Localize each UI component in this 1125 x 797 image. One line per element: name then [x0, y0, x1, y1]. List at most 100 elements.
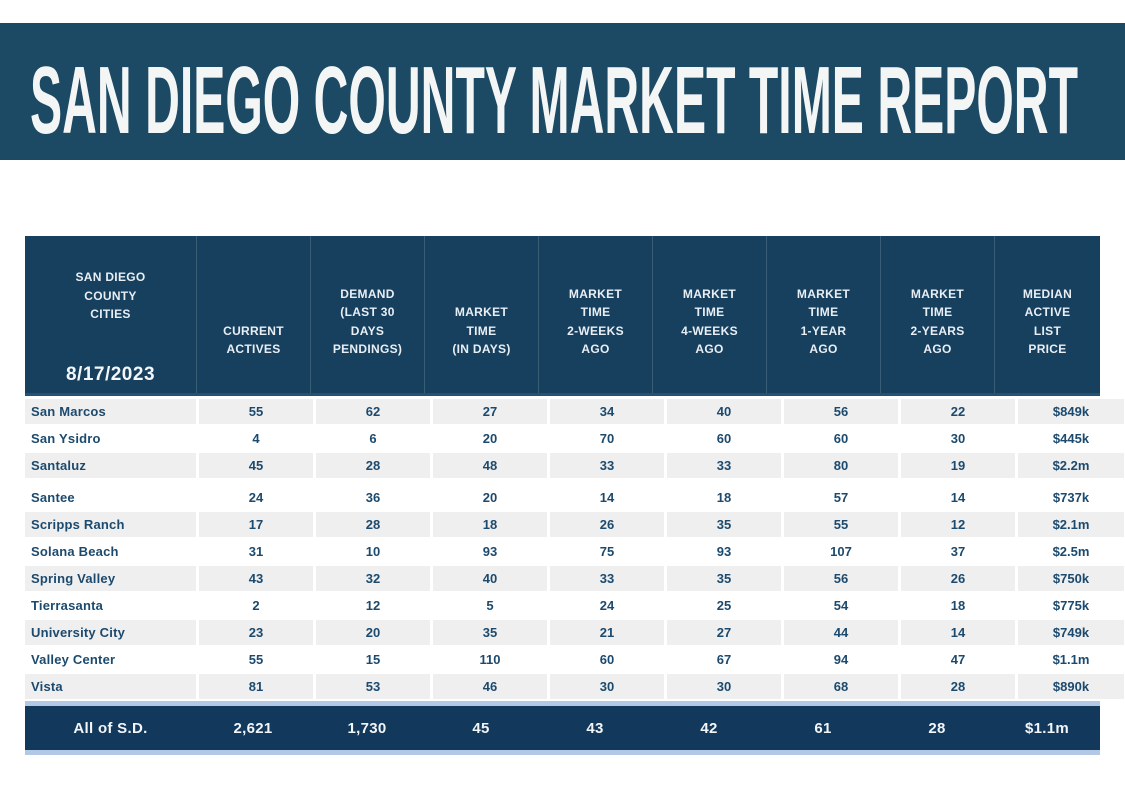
header-current-actives: CURRENT ACTIVES — [196, 236, 310, 393]
cities-header-label: SAN DIEGO COUNTY CITIES — [75, 270, 146, 322]
value-cell: 25 — [667, 593, 781, 618]
table-row: Santee 24 36 20 14 18 57 14 $737k — [25, 485, 1124, 510]
table-row: Tierrasanta 2 12 5 24 25 54 18 $775k — [25, 593, 1124, 618]
banner-title-graphic: SAN DIEGO COUNTY MARKET TIME REPORT — [30, 47, 1078, 154]
value-cell: 53 — [316, 674, 430, 699]
accent-strip-bottom — [25, 750, 1100, 755]
totals-label: All of S.D. — [73, 719, 148, 737]
header-demand: DEMAND (LAST 30 DAYS PENDINGS) — [310, 236, 424, 393]
value-cell: 26 — [550, 512, 664, 537]
price-cell: $890k — [1018, 674, 1124, 699]
value-cell: 80 — [784, 453, 898, 478]
value-cell: 28 — [901, 674, 1015, 699]
city-cell: Solana Beach — [25, 539, 196, 564]
value-cell: 33 — [667, 453, 781, 478]
value-cell: 2 — [199, 593, 313, 618]
value-cell: 110 — [433, 647, 547, 672]
value-cell: 21 — [550, 620, 664, 645]
table-row: Spring Valley 43 32 40 33 35 56 26 $750k — [25, 566, 1124, 591]
header-market-time-2-years: MARKET TIME 2-YEARS AGO — [880, 236, 994, 393]
total-value-cell: 45 — [472, 719, 490, 737]
value-cell: 10 — [316, 539, 430, 564]
value-cell: 18 — [667, 485, 781, 510]
value-cell: 40 — [667, 399, 781, 424]
value-cell: 27 — [667, 620, 781, 645]
value-cell: 107 — [784, 539, 898, 564]
header-market-time: MARKET TIME (IN DAYS) — [424, 236, 538, 393]
value-cell: 36 — [316, 485, 430, 510]
header-market-time-2-weeks: MARKET TIME 2-WEEKS AGO — [538, 236, 652, 393]
price-cell: $737k — [1018, 485, 1124, 510]
table-totals-row: All of S.D. 2,621 1,730 45 43 42 61 28 $… — [25, 706, 1100, 750]
value-cell: 23 — [199, 620, 313, 645]
value-cell: 33 — [550, 566, 664, 591]
table-row: Solana Beach 31 10 93 75 93 107 37 $2.5m — [25, 539, 1124, 564]
value-cell: 62 — [316, 399, 430, 424]
value-cell: 33 — [550, 453, 664, 478]
price-cell: $849k — [1018, 399, 1124, 424]
header-market-time-4-weeks: MARKET TIME 4-WEEKS AGO — [652, 236, 766, 393]
value-cell: 45 — [199, 453, 313, 478]
table-row: University City 23 20 35 21 27 44 14 $74… — [25, 620, 1124, 645]
value-cell: 14 — [901, 620, 1015, 645]
value-cell: 57 — [784, 485, 898, 510]
city-cell: University City — [25, 620, 196, 645]
value-cell: 55 — [784, 512, 898, 537]
value-cell: 20 — [433, 485, 547, 510]
table-row: San Ysidro 4 6 20 70 60 60 30 $445k — [25, 426, 1124, 451]
total-value-cell: 1,730 — [347, 719, 387, 737]
value-cell: 70 — [550, 426, 664, 451]
value-cell: 24 — [550, 593, 664, 618]
value-cell: 30 — [667, 674, 781, 699]
value-cell: 43 — [199, 566, 313, 591]
column-header-label: CURRENT ACTIVES — [223, 323, 284, 357]
city-cell: San Marcos — [25, 399, 196, 424]
table-row: Santaluz 45 28 48 33 33 80 19 $2.2m — [25, 453, 1124, 478]
value-cell: 19 — [901, 453, 1015, 478]
value-cell: 12 — [901, 512, 1015, 537]
value-cell: 46 — [433, 674, 547, 699]
column-header-label: MARKET TIME 2-WEEKS AGO — [567, 286, 624, 357]
city-cell: Tierrasanta — [25, 593, 196, 618]
value-cell: 30 — [901, 426, 1015, 451]
header-market-time-1-year: MARKET TIME 1-YEAR AGO — [766, 236, 880, 393]
value-cell: 28 — [316, 512, 430, 537]
price-cell: $2.2m — [1018, 453, 1124, 478]
value-cell: 31 — [199, 539, 313, 564]
value-cell: 30 — [550, 674, 664, 699]
report-date: 8/17/2023 — [65, 363, 156, 385]
page-title: SAN DIEGO COUNTY MARKET TIME REPORT — [30, 47, 1078, 154]
header-cities-cell: SAN DIEGO COUNTY CITIES 8/17/2023 — [25, 236, 196, 393]
value-cell: 94 — [784, 647, 898, 672]
value-cell: 24 — [199, 485, 313, 510]
value-cell: 68 — [784, 674, 898, 699]
value-cell: 93 — [667, 539, 781, 564]
column-header-label: MARKET TIME 1-YEAR AGO — [796, 286, 851, 357]
value-cell: 48 — [433, 453, 547, 478]
value-cell: 34 — [550, 399, 664, 424]
value-cell: 18 — [433, 512, 547, 537]
table-row: Vista 81 53 46 30 30 68 28 $890k — [25, 674, 1124, 699]
accent-strip-top — [25, 701, 1100, 706]
column-header-label: MARKET TIME 4-WEEKS AGO — [681, 286, 738, 357]
city-cell: Scripps Ranch — [25, 512, 196, 537]
value-cell: 14 — [550, 485, 664, 510]
value-cell: 5 — [433, 593, 547, 618]
price-cell: $2.5m — [1018, 539, 1124, 564]
value-cell: 40 — [433, 566, 547, 591]
value-cell: 18 — [901, 593, 1015, 618]
city-cell: Vista — [25, 674, 196, 699]
value-cell: 56 — [784, 566, 898, 591]
value-cell: 35 — [667, 566, 781, 591]
value-cell: 20 — [433, 426, 547, 451]
value-cell: 56 — [784, 399, 898, 424]
table-row: Valley Center 55 15 110 60 67 94 47 $1.1… — [25, 647, 1124, 672]
city-cell: Valley Center — [25, 647, 196, 672]
value-cell: 54 — [784, 593, 898, 618]
value-cell: 60 — [667, 426, 781, 451]
value-cell: 47 — [901, 647, 1015, 672]
table-header-row: SAN DIEGO COUNTY CITIES 8/17/2023 CURREN… — [25, 236, 1100, 396]
value-cell: 35 — [433, 620, 547, 645]
value-cell: 27 — [433, 399, 547, 424]
price-cell: $749k — [1018, 620, 1124, 645]
